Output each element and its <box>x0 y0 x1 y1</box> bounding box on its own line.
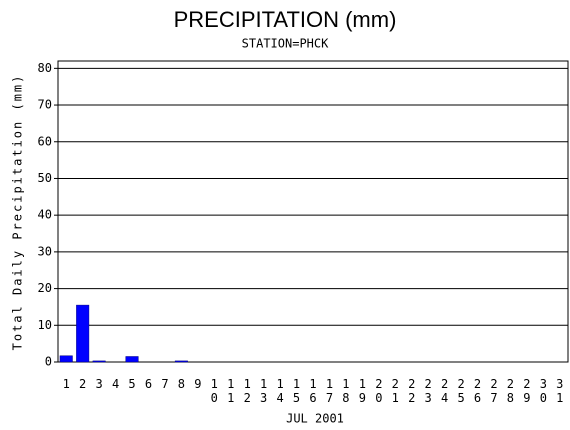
x-axis-label: JUL 2001 <box>286 412 344 426</box>
y-tick-label: 70 <box>38 98 52 112</box>
x-tick-label: 7 <box>161 377 168 391</box>
y-tick-label: 30 <box>38 244 52 258</box>
y-tick-label: 20 <box>38 281 52 295</box>
bar <box>76 304 90 363</box>
x-tick-label: 9 <box>194 377 201 391</box>
x-tick-label: 1 <box>63 377 70 391</box>
y-axis-label: Total Daily Precipitation (mm) <box>11 74 25 351</box>
x-tick-label: 8 <box>178 377 185 391</box>
x-tick-label: 3 <box>96 377 103 391</box>
y-tick-label: 50 <box>38 171 52 185</box>
x-tick-label: 5 <box>128 377 135 391</box>
plot-frame <box>57 60 569 363</box>
chart-subtitle: STATION=PHCK <box>242 37 329 51</box>
x-tick-label: 4 <box>112 377 119 391</box>
bar <box>92 360 106 363</box>
bar <box>174 360 188 363</box>
chart-title: PRECIPITATION (mm) <box>174 7 397 32</box>
y-tick-label: 40 <box>38 208 52 222</box>
bar <box>125 356 139 363</box>
y-tick-label: 0 <box>45 355 52 369</box>
y-tick-label: 60 <box>38 134 52 148</box>
x-tick-label: 2 <box>79 377 86 391</box>
y-tick-label: 80 <box>38 61 52 75</box>
bar <box>59 355 73 363</box>
y-tick-label: 10 <box>38 318 52 332</box>
x-tick-label: 6 <box>145 377 152 391</box>
